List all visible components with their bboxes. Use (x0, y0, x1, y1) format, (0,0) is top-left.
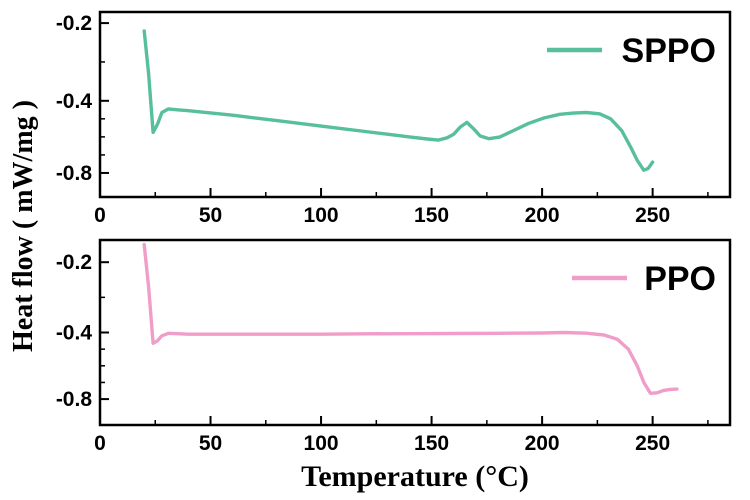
x-tick-label: 250 (635, 432, 670, 455)
x-tick-label: 50 (199, 432, 222, 455)
y-tick-label: -0.8 (56, 388, 93, 411)
x-tick-label: 150 (414, 432, 449, 455)
x-tick-label: 200 (525, 432, 560, 455)
sppo-curve (142, 29, 655, 172)
x-tick-label: 250 (635, 204, 670, 227)
y-tick-label: -0.2 (56, 251, 92, 274)
x-axis-title: Temperature (°C) (301, 460, 529, 493)
x-tick-label: 0 (94, 204, 106, 227)
legend-label: SPPO (622, 32, 716, 70)
y-tick-label: -0.2 (56, 12, 92, 35)
x-tick-label: 200 (525, 204, 560, 227)
x-tick-label: 100 (304, 204, 339, 227)
x-tick-label: 0 (94, 432, 106, 455)
y-tick-label: -0.8 (56, 162, 93, 185)
legend-label: PPO (644, 260, 716, 298)
ppo-curve (142, 242, 679, 396)
ppo-chart-panel: 0 50 100 150 200 250 -0.2 -0.4 -0.8 PPO (56, 238, 732, 455)
sppo-chart-panel: 0 50 100 150 200 250 -0.2 -0.4 -0.8 SPPO (56, 10, 732, 227)
y-tick-label: -0.4 (56, 90, 93, 113)
y-axis-title: Heat flow ( mW/mg ) (8, 100, 39, 352)
x-tick-label: 100 (304, 432, 339, 455)
plot-frame (98, 10, 732, 199)
x-tick-label: 150 (414, 204, 449, 227)
x-tick-label: 50 (199, 204, 222, 227)
y-tick-label: -0.4 (56, 322, 93, 345)
